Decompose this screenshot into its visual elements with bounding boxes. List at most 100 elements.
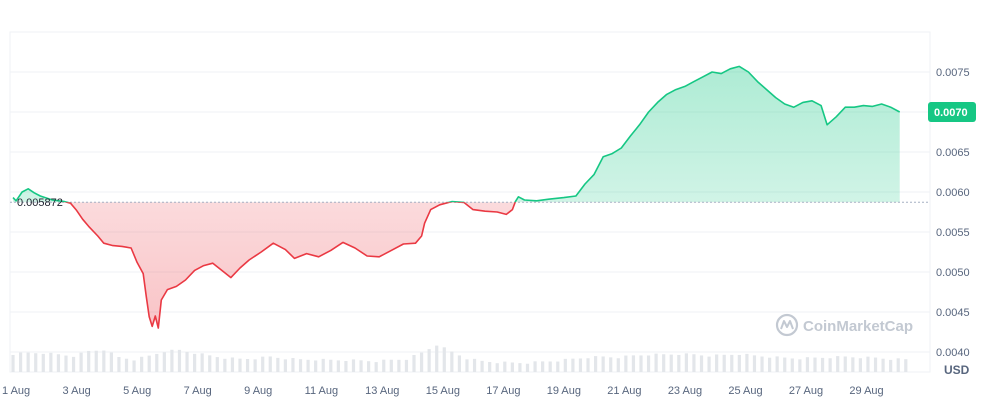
volume-bar	[268, 356, 272, 372]
x-tick-label: 15 Aug	[426, 385, 460, 397]
volume-bar	[18, 352, 23, 372]
price-area-fill	[13, 66, 900, 328]
volume-bar	[571, 358, 575, 372]
volume-bar	[677, 354, 681, 372]
x-tick-label: 27 Aug	[789, 385, 823, 397]
volume-bar	[344, 361, 348, 372]
volume-bar	[631, 355, 636, 372]
volume-bar	[71, 356, 76, 372]
volume-bar	[858, 358, 862, 372]
volume-bar	[389, 359, 393, 372]
volume-bar	[843, 356, 847, 372]
volume-bar	[662, 354, 666, 372]
volume-bar	[722, 354, 726, 372]
volume-bar	[775, 356, 779, 372]
price-line-up	[12, 65, 901, 203]
volume-bar	[397, 359, 401, 372]
area-above-reference	[13, 66, 900, 203]
volume-bar	[102, 350, 106, 372]
y-tick-label: 0.0050	[936, 267, 970, 279]
volume-bar	[654, 353, 658, 372]
volume-bar	[798, 359, 802, 372]
volume-bar	[790, 358, 794, 372]
volume-bar	[495, 363, 499, 372]
volume-bar	[646, 355, 651, 372]
current-price-label: 0.0070	[934, 107, 968, 119]
volume-bar	[329, 359, 333, 372]
x-tick-label: 1 Aug	[2, 385, 30, 397]
coinmarketcap-logo-icon	[775, 313, 799, 337]
x-tick-label: 7 Aug	[184, 385, 212, 397]
volume-bar	[525, 363, 530, 372]
volume-bar	[253, 359, 257, 372]
volume-bar	[49, 352, 53, 372]
volume-bar	[230, 357, 235, 372]
price-lines	[12, 65, 901, 329]
reference-price-label: 0.005872	[17, 197, 63, 209]
price-line-down	[63, 202, 517, 329]
volume-bar	[783, 357, 787, 372]
volume-bar	[314, 360, 318, 372]
volume-bar	[609, 357, 613, 372]
volume-bar	[465, 359, 469, 372]
currency-unit-label: USD	[944, 363, 970, 377]
volume-bar	[480, 360, 484, 372]
current-price-badge: 0.0070	[928, 102, 976, 122]
volume-bar	[488, 362, 492, 372]
volume-bar	[193, 353, 197, 372]
volume-bar	[889, 359, 893, 372]
volume-bar	[760, 356, 764, 372]
volume-bar	[412, 355, 416, 372]
volume-bar	[64, 355, 68, 372]
volume-bar	[684, 353, 688, 372]
volume-bar	[707, 356, 711, 372]
y-tick-label: 0.0055	[936, 227, 970, 239]
volume-bar	[442, 347, 446, 372]
volume-bar	[283, 359, 287, 372]
volume-bar	[896, 358, 900, 372]
volume-bar	[715, 354, 719, 372]
volume-bar	[351, 359, 356, 372]
volume-bar	[692, 354, 696, 372]
volume-bar	[450, 351, 454, 372]
x-tick-label: 3 Aug	[63, 385, 91, 397]
volume-bar	[79, 352, 83, 372]
volume-bar	[836, 356, 840, 372]
volume-bar	[109, 352, 113, 372]
volume-bars	[11, 345, 908, 372]
volume-bar	[162, 352, 166, 372]
volume-bar	[851, 357, 855, 372]
y-tick-label: 0.0065	[936, 147, 970, 159]
volume-bar	[321, 358, 325, 372]
volume-bar	[457, 355, 462, 372]
volume-bar	[578, 358, 583, 372]
volume-bar	[518, 363, 522, 372]
volume-bar	[132, 360, 136, 372]
volume-bar	[238, 358, 242, 372]
volume-bar	[336, 360, 340, 372]
volume-bar	[87, 350, 91, 372]
volume-bar	[94, 350, 98, 372]
volume-bar	[593, 356, 598, 372]
volume-bar	[367, 361, 371, 372]
volume-bar	[616, 358, 620, 372]
volume-bar	[533, 361, 537, 372]
volume-bar	[11, 354, 15, 372]
volume-bar	[124, 358, 129, 372]
volume-bar	[261, 356, 265, 372]
volume-bar	[601, 356, 605, 372]
volume-bar	[155, 353, 159, 372]
volume-bar	[503, 361, 507, 372]
volume-bar	[699, 355, 704, 372]
volume-bar	[820, 357, 825, 372]
x-tick-label: 21 Aug	[607, 385, 641, 397]
volume-bar	[435, 345, 439, 372]
volume-bar	[177, 349, 182, 372]
y-tick-label: 0.0075	[936, 67, 970, 79]
volume-bar	[41, 353, 45, 372]
volume-bar	[26, 352, 30, 372]
watermark-text: CoinMarketCap	[803, 318, 913, 335]
volume-bar	[866, 356, 870, 372]
x-tick-label: 29 Aug	[849, 385, 883, 397]
volume-bar	[382, 359, 386, 372]
